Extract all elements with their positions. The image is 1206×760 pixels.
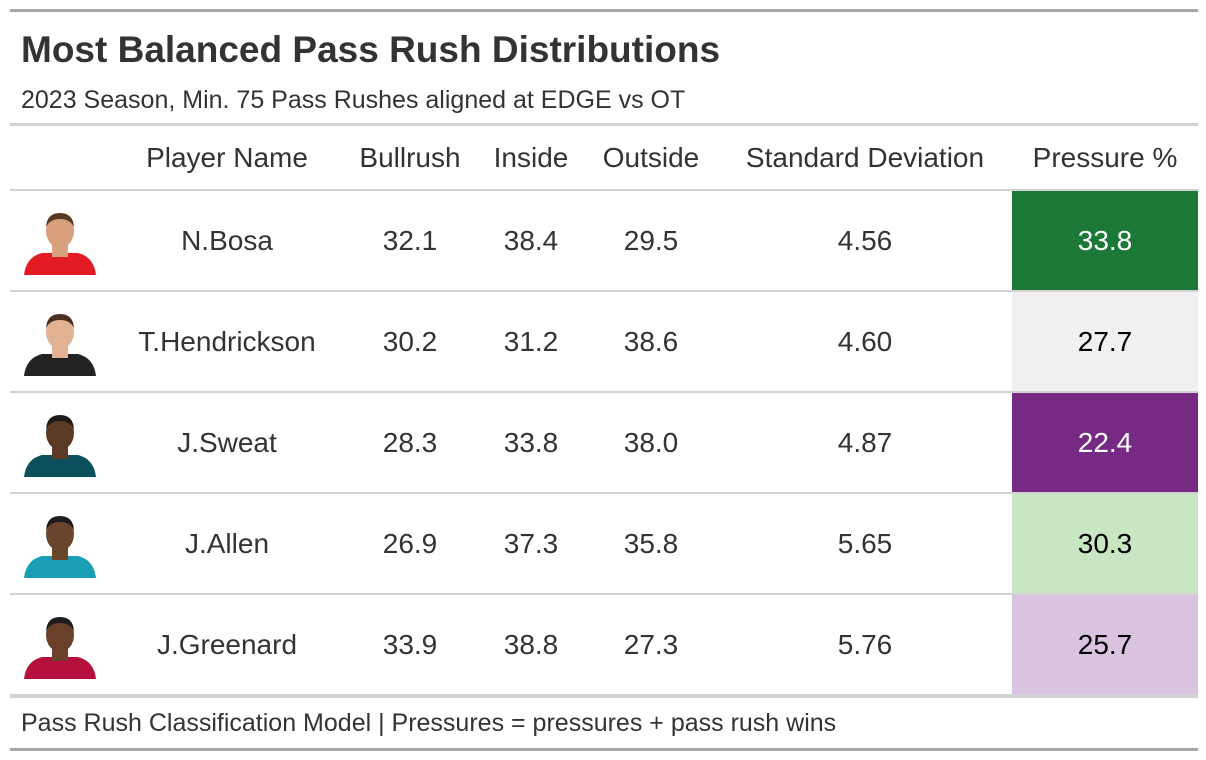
table-card: Most Balanced Pass Rush Distributions 20… [10, 9, 1198, 751]
cell-outside: 29.5 [623, 224, 679, 256]
header-bullrush: Bullrush [359, 141, 461, 173]
table-row: J.Allen 26.9 37.3 35.8 5.65 30.3 [10, 494, 1198, 595]
table-source-note: Pass Rush Classification Model | Pressur… [21, 709, 837, 737]
cell-standard-deviation: 4.60 [837, 325, 893, 357]
header-bottom-rule [10, 189, 1198, 191]
header-outside: Outside [602, 141, 700, 173]
bottom-rule [10, 748, 1198, 751]
player-headshot-icon [20, 306, 100, 376]
cell-bullrush: 26.9 [382, 527, 438, 559]
table-row: J.Greenard 33.9 38.8 27.3 5.76 25.7 [10, 595, 1198, 696]
table-subtitle: 2023 Season, Min. 75 Pass Rushes aligned… [21, 86, 686, 114]
cell-outside: 38.0 [623, 426, 679, 458]
table-row: J.Sweat 28.3 33.8 38.0 4.87 22.4 [10, 393, 1198, 494]
cell-standard-deviation: 4.87 [837, 426, 893, 458]
cell-outside: 27.3 [623, 628, 679, 660]
cell-outside: 38.6 [623, 325, 679, 357]
cell-pressure-pct: 22.4 [1012, 393, 1198, 492]
header-pressure-pct: Pressure % [1032, 141, 1178, 173]
cell-inside: 38.4 [503, 224, 559, 256]
cell-pressure-pct: 33.8 [1012, 191, 1198, 290]
header-headshot [10, 126, 112, 189]
cell-pressure-pct: 25.7 [1012, 595, 1198, 694]
cell-player-name: N.Bosa [181, 224, 273, 256]
cell-outside: 35.8 [623, 527, 679, 559]
header-inside: Inside [493, 141, 569, 173]
cell-inside: 33.8 [503, 426, 559, 458]
table-row: N.Bosa 32.1 38.4 29.5 4.56 33.8 [10, 191, 1198, 292]
cell-bullrush: 30.2 [382, 325, 438, 357]
cell-bullrush: 28.3 [382, 426, 438, 458]
cell-bullrush: 33.9 [382, 628, 438, 660]
cell-pressure-pct: 27.7 [1012, 292, 1198, 391]
cell-bullrush: 32.1 [382, 224, 438, 256]
cell-inside: 37.3 [503, 527, 559, 559]
cell-player-name: J.Sweat [177, 426, 277, 458]
table-row: T.Hendrickson 30.2 31.2 38.6 4.60 27.7 [10, 292, 1198, 393]
header-player-name: Player Name [146, 141, 308, 173]
header-row: Player Name Bullrush Inside Outside Stan… [10, 126, 1198, 189]
cell-player-name: J.Allen [184, 527, 270, 559]
player-headshot-icon [20, 508, 100, 578]
body-bottom-rule [10, 695, 1198, 698]
cell-standard-deviation: 5.76 [837, 628, 893, 660]
cell-player-name: J.Greenard [156, 628, 298, 660]
header-standard-deviation: Standard Deviation [745, 141, 985, 173]
player-headshot-icon [20, 609, 100, 679]
cell-pressure-pct: 30.3 [1012, 494, 1198, 593]
table-title: Most Balanced Pass Rush Distributions [21, 29, 721, 70]
cell-inside: 31.2 [503, 325, 559, 357]
cell-inside: 38.8 [503, 628, 559, 660]
header-top-rule [10, 123, 1198, 126]
cell-standard-deviation: 5.65 [837, 527, 893, 559]
cell-standard-deviation: 4.56 [837, 224, 893, 256]
cell-player-name: T.Hendrickson [138, 325, 316, 357]
player-headshot-icon [20, 407, 100, 477]
top-rule [10, 9, 1198, 12]
player-headshot-icon [20, 205, 100, 275]
